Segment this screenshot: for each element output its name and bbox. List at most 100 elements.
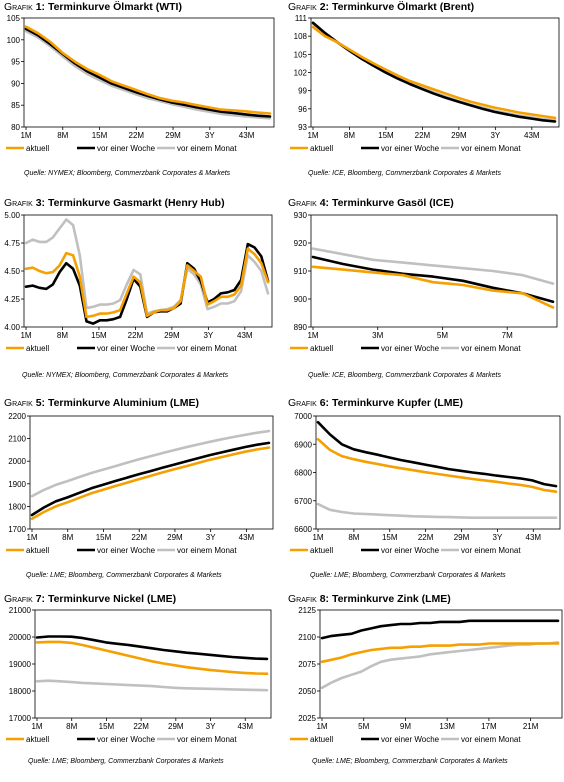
y-tick-label: 2100 bbox=[298, 633, 316, 642]
y-tick-label: 2125 bbox=[298, 606, 316, 615]
chart-panel-2: Grafik 2: Terminkurve Ölmarkt (Brent) 93 9… bbox=[286, 0, 564, 190]
y-tick-label: 105 bbox=[294, 50, 308, 59]
x-tick-label: 22M bbox=[129, 131, 145, 140]
y-tick-label: 2025 bbox=[298, 714, 316, 723]
series-line-aktuell bbox=[311, 265, 555, 309]
legend-label-monat: vor einem Monat bbox=[177, 344, 237, 353]
series-line-woche bbox=[30, 441, 271, 517]
chart-title: Grafik 6: Terminkurve Kupfer (LME) bbox=[288, 397, 463, 409]
legend-label-aktuell: aktuell bbox=[310, 144, 333, 153]
x-tick-label: 29M bbox=[454, 533, 470, 542]
y-tick-label: 900 bbox=[294, 295, 308, 304]
y-tick-label: 7000 bbox=[294, 412, 312, 421]
x-tick-label: 1M bbox=[26, 533, 37, 542]
x-tick-label: 8M bbox=[57, 131, 68, 140]
y-tick-label: 19000 bbox=[9, 660, 32, 669]
x-tick-label: 29M bbox=[451, 131, 467, 140]
series-line-aktuell bbox=[35, 640, 269, 675]
x-tick-label: 21M bbox=[523, 722, 539, 731]
series-line-woche bbox=[311, 21, 557, 123]
x-tick-label: 29M bbox=[164, 331, 180, 340]
chart-title-text: Terminkurve Ölmarkt (WTI) bbox=[47, 1, 182, 13]
x-tick-label: 8M bbox=[57, 331, 68, 340]
x-tick-label: 1M bbox=[307, 331, 318, 340]
legend-label-woche: vor einer Woche bbox=[97, 546, 156, 555]
y-tick-label: 6900 bbox=[294, 440, 312, 449]
y-tick-label: 5.00 bbox=[4, 211, 20, 220]
y-tick-label: 4.25 bbox=[4, 295, 20, 304]
x-tick-label: 8M bbox=[348, 533, 359, 542]
legend-label-monat: vor einem Monat bbox=[177, 144, 237, 153]
y-tick-label: 1800 bbox=[8, 502, 26, 511]
x-tick-label: 1M bbox=[312, 533, 323, 542]
y-tick-label: 6700 bbox=[294, 497, 312, 506]
chart-title-text: Terminkurve Gasöl (ICE) bbox=[331, 197, 454, 209]
y-tick-label: 17000 bbox=[9, 714, 32, 723]
chart-title-number: 3: bbox=[32, 197, 48, 209]
chart-title-prefix: Grafik bbox=[288, 397, 317, 409]
chart-title-prefix: Grafik bbox=[288, 1, 317, 13]
plot-frame bbox=[29, 415, 274, 530]
x-tick-label: 29M bbox=[165, 131, 181, 140]
y-tick-label: 21000 bbox=[9, 606, 32, 615]
chart-svg: 1700 1800 1900 2000 2100 2200 1M 8M 15M 22M 29M 3Y 4… bbox=[6, 412, 274, 555]
x-tick-label: 1M bbox=[316, 722, 327, 731]
x-tick-label: 8M bbox=[344, 131, 355, 140]
chart-title-prefix: Grafik bbox=[288, 197, 317, 209]
x-tick-label: 1M bbox=[20, 131, 31, 140]
chart-panel-7: Grafik 7: Terminkurve Nickel (LME) 17000 1… bbox=[2, 592, 280, 782]
series-line-aktuell bbox=[30, 446, 271, 521]
chart-title-number: 5: bbox=[32, 397, 48, 409]
y-tick-label: 2075 bbox=[298, 660, 316, 669]
chart-title-text: Terminkurve Aluminium (LME) bbox=[47, 397, 200, 409]
x-tick-label: 5M bbox=[358, 722, 369, 731]
x-tick-label: 15M bbox=[91, 331, 107, 340]
series-line-monat bbox=[316, 502, 558, 519]
x-tick-label: 1M bbox=[31, 722, 42, 731]
y-tick-label: 6600 bbox=[294, 525, 312, 534]
y-tick-label: 1700 bbox=[8, 525, 26, 534]
chart-source: Quelle: LME; Bloomberg, Commerzbank Corp… bbox=[312, 758, 508, 765]
legend-label-woche: vor einer Woche bbox=[381, 344, 440, 353]
chart-title: Grafik 1: Terminkurve Ölmarkt (WTI) bbox=[4, 1, 182, 13]
series-line-monat bbox=[35, 679, 269, 692]
y-tick-label: 4.50 bbox=[4, 267, 20, 276]
x-tick-label: 8M bbox=[66, 722, 77, 731]
chart-svg: 93 96 99 102 105 108 111 1M 8M 15M 22M 29M 3Y 43M aktu… bbox=[290, 14, 560, 153]
y-tick-label: 910 bbox=[294, 267, 308, 276]
chart-title-prefix: Grafik bbox=[288, 593, 317, 605]
chart-svg: 6600 6700 6800 6900 7000 1M 8M 15M 22M 29M 3Y 43M ak… bbox=[290, 412, 561, 555]
x-tick-label: 22M bbox=[128, 331, 144, 340]
chart-source: Quelle: LME; Bloomberg, Commerzbank Corp… bbox=[28, 758, 224, 765]
legend-label-aktuell: aktuell bbox=[310, 546, 333, 555]
y-tick-label: 80 bbox=[11, 123, 20, 132]
plot-frame bbox=[310, 17, 560, 128]
y-tick-label: 90 bbox=[11, 79, 20, 88]
x-tick-label: 13M bbox=[439, 722, 455, 731]
chart-title-prefix: Grafik bbox=[4, 593, 33, 605]
series-line-woche bbox=[24, 27, 272, 118]
y-tick-label: 96 bbox=[298, 105, 307, 114]
series-line-aktuell bbox=[311, 25, 557, 120]
y-tick-label: 18000 bbox=[9, 687, 32, 696]
x-tick-label: 17M bbox=[481, 722, 497, 731]
chart-source: Quelle: LME; Bloomberg, Commerzbank Corp… bbox=[26, 572, 222, 579]
chart-title-text: Terminkurve Gasmarkt (Henry Hub) bbox=[47, 197, 225, 209]
x-tick-label: 3M bbox=[372, 331, 383, 340]
x-tick-label: 15M bbox=[96, 533, 112, 542]
x-tick-label: 9M bbox=[400, 722, 411, 731]
series-line-monat bbox=[311, 247, 555, 285]
legend-label-woche: vor einer Woche bbox=[97, 144, 156, 153]
x-tick-label: 43M bbox=[524, 131, 540, 140]
y-tick-label: 4.75 bbox=[4, 239, 20, 248]
x-tick-label: 7M bbox=[502, 331, 513, 340]
series-line-aktuell bbox=[24, 25, 272, 115]
x-tick-label: 3Y bbox=[490, 131, 500, 140]
series-line-aktuell bbox=[316, 437, 558, 493]
chart-source: Quelle: ICE, Bloomberg, Commerzbank Corp… bbox=[308, 372, 501, 379]
legend-label-aktuell: aktuell bbox=[310, 344, 333, 353]
series-line-monat bbox=[311, 22, 557, 122]
chart-source: Quelle: LME; Bloomberg, Commerzbank Corp… bbox=[310, 572, 506, 579]
series-line-monat bbox=[320, 641, 560, 690]
x-tick-label: 8M bbox=[62, 533, 73, 542]
